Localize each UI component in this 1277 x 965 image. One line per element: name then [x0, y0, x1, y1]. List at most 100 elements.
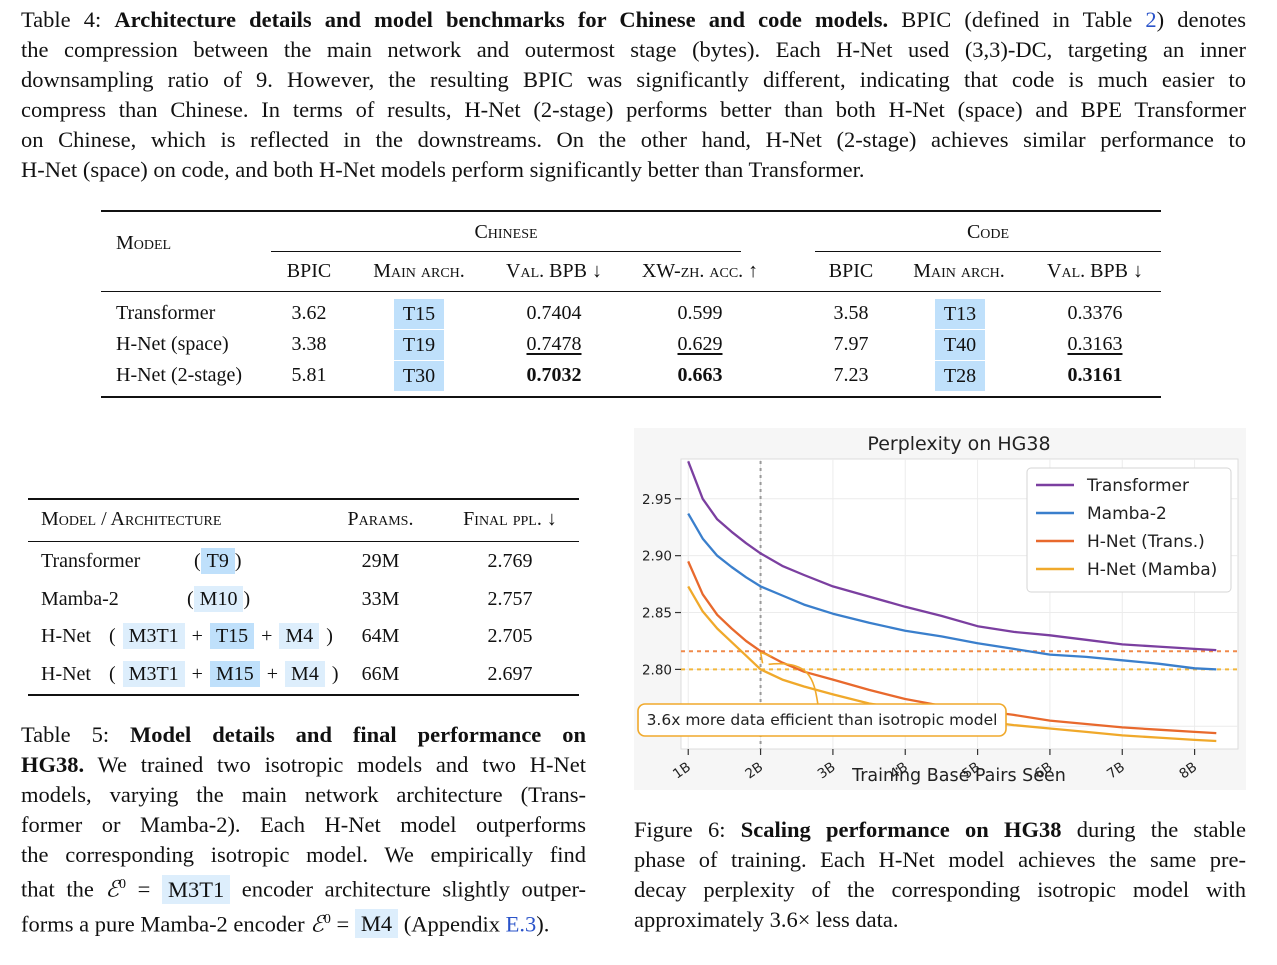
superscript: 0 — [119, 877, 127, 892]
cell-main-arch: T13 — [935, 299, 985, 329]
appendix-link[interactable]: E.3 — [505, 911, 537, 936]
cell-xw-acc: 0.629 — [677, 333, 723, 355]
y-tick-label: 2.95 — [642, 492, 672, 508]
cell-bpic: 7.23 — [833, 364, 869, 386]
col-header-val-bpb: Val. BPB ↓ — [506, 260, 602, 282]
y-tick-label: 2.80 — [642, 662, 672, 678]
table-ref-link[interactable]: 2 — [1145, 7, 1157, 32]
cell-ppl: 2.769 — [487, 550, 533, 572]
caption-title: Architecture details and model benchmark… — [114, 7, 889, 32]
arch-block: M3T1 — [161, 874, 231, 904]
caption-line: forms a pure Mamba-2 encoder ℰ0 = M4 (Ap… — [21, 905, 586, 940]
cell-val-bpb: 0.7032 — [526, 364, 582, 386]
cell-ppl: 2.697 — [487, 663, 533, 685]
annotation-arrow — [759, 651, 819, 706]
paren: ( — [109, 663, 116, 685]
col-group-chinese: Chinese — [474, 221, 538, 243]
cell-val-bpb: 0.7404 — [526, 302, 582, 324]
cell-params: 66M — [361, 663, 400, 685]
table-row: H-Net ( M3T1 + M15 + M4 ) 66M 2.697 — [28, 661, 579, 693]
cell-bpic: 5.81 — [291, 364, 327, 386]
plus: + — [191, 663, 203, 685]
col-header-bpic: BPIC — [286, 260, 332, 282]
arch-block: M3T1 — [122, 623, 185, 649]
row-model: H-Net — [41, 625, 91, 647]
chart-title: Perplexity on HG38 — [867, 433, 1050, 455]
col-header-main-arch: Main arch. — [913, 260, 1005, 282]
caption-title: HG38. — [21, 752, 85, 777]
cell-params: 33M — [361, 588, 400, 610]
col-header-model-architecture: Model / Architecture — [41, 508, 222, 530]
annotation-box — [637, 703, 1007, 737]
annotation: 3.6x more data efficient than isotropic … — [637, 651, 1007, 737]
caption-line: HG38. We trained two isotropic models an… — [21, 750, 586, 780]
table-rule-top — [101, 210, 1161, 212]
table-row: Transformer (T9) 29M 2.769 — [28, 548, 579, 580]
caption-line: Figure 6: Scaling performance on HG38 du… — [634, 815, 1246, 845]
arch-block: M15 — [209, 661, 260, 687]
table-rule-bottom — [28, 694, 579, 696]
col-header-final-ppl: Final ppl. ↓ — [463, 508, 557, 530]
caption-line: H-Net (space) on code, and both H-Net mo… — [21, 157, 865, 182]
legend-label: H-Net (Trans.) — [1087, 532, 1205, 552]
legend: Transformer Mamba-2 H-Net (Trans.) H-Net (M… — [1026, 467, 1232, 593]
caption-line: phase of training. Each H-Net model achi… — [634, 847, 1246, 872]
cell-main-arch: T30 — [394, 361, 444, 391]
caption-text: We trained two isotropic models and two … — [84, 752, 586, 777]
cell-val-bpb: 0.7478 — [526, 333, 582, 355]
caption-label: Table 4: — [21, 7, 115, 32]
arch-block: M4 — [285, 661, 325, 687]
y-tick-label: 2.90 — [642, 549, 672, 565]
cell-params: 29M — [361, 550, 400, 572]
row-model: Transformer — [41, 550, 141, 572]
legend-label: Transformer — [1086, 476, 1189, 496]
figure6-caption: Figure 6: Scaling performance on HG38 du… — [634, 815, 1246, 935]
caption-text: that the — [21, 876, 106, 902]
paren: ) — [243, 588, 251, 610]
caption-title: Model details and final performance on — [130, 722, 587, 747]
x-axis-label: Training Base Pairs Seen — [851, 766, 1066, 786]
cell-val-bpb: 0.3376 — [1067, 302, 1123, 324]
row-architecture: ( M3T1 + M15 + M4 ) — [109, 661, 339, 687]
plus: + — [191, 625, 203, 647]
caption-text: during the stable — [1061, 817, 1246, 842]
caption-label: Figure 6: — [634, 817, 741, 842]
caption-text: ) denotes — [1156, 7, 1246, 32]
table4: Model Chinese Code BPIC Main arch. Val. … — [101, 210, 1161, 398]
legend-label: Mamba-2 — [1087, 504, 1167, 524]
row-architecture: ( M3T1 + T15 + M4 ) — [109, 623, 333, 649]
caption-title: Scaling performance on HG38 — [740, 817, 1062, 842]
plus: + — [261, 625, 273, 647]
plus: + — [266, 663, 279, 685]
chinese-group-rule — [271, 251, 741, 252]
code-group-rule — [815, 251, 1161, 252]
table-rule-bottom — [101, 396, 1161, 398]
table5-caption: Table 5: Model details and final perform… — [21, 720, 586, 939]
caption-line: compress than Chinese. In terms of resul… — [21, 97, 1246, 122]
col-header-model: Model — [116, 232, 172, 254]
row-model: H-Net — [41, 663, 91, 685]
caption-line: Table 4: Architecture details and model … — [21, 5, 1246, 35]
superscript: 0 — [323, 911, 331, 927]
col-header-bpic: BPIC — [828, 260, 874, 282]
caption-text: BPIC (defined in Table — [888, 7, 1146, 32]
table-row: H-Net (space) 3.38 T19 0.7478 0.629 7.97… — [101, 330, 1161, 363]
table-rule-mid — [101, 291, 1161, 292]
cell-main-arch: T15 — [394, 299, 444, 329]
col-group-code: Code — [966, 221, 1010, 243]
row-architecture: (M10) — [187, 586, 251, 612]
encoder-symbol: ℰ — [105, 876, 120, 902]
paren: ) — [234, 550, 242, 572]
table4-caption: Table 4: Architecture details and model … — [21, 5, 1246, 185]
arch-block: M3T1 — [122, 661, 185, 687]
reference-lines — [681, 461, 1238, 749]
y-tick-label: 2.85 — [642, 606, 672, 622]
caption-text: = — [330, 911, 355, 936]
cell-main-arch: T19 — [394, 330, 444, 360]
caption-line: decay perplexity of the corresponding is… — [634, 877, 1246, 902]
cell-params: 64M — [361, 625, 400, 647]
caption-text: encoder architecture slightly outper- — [230, 876, 586, 902]
arch-block: M10 — [193, 586, 244, 612]
row-architecture: (T9) — [194, 548, 242, 574]
